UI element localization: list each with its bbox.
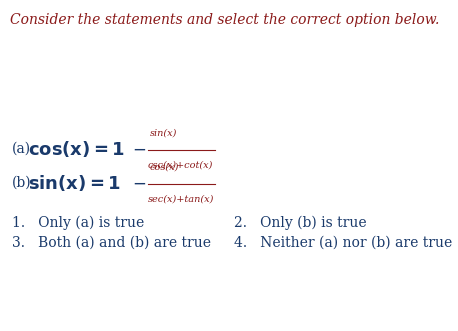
Text: $-$: $-$ — [132, 140, 146, 158]
Text: 2.   Only (b) is true: 2. Only (b) is true — [234, 216, 366, 230]
Text: sin(x): sin(x) — [150, 129, 177, 138]
Text: Consider the statements and select the correct option below.: Consider the statements and select the c… — [10, 13, 439, 27]
Text: sec(x)+tan(x): sec(x)+tan(x) — [148, 195, 214, 204]
Text: $\mathbf{cos(x) = 1}$: $\mathbf{cos(x) = 1}$ — [28, 139, 125, 159]
Text: csc(x)+cot(x): csc(x)+cot(x) — [148, 161, 213, 170]
Text: (b): (b) — [12, 176, 32, 190]
Text: 1.   Only (a) is true: 1. Only (a) is true — [12, 216, 144, 230]
Text: 3.   Both (a) and (b) are true: 3. Both (a) and (b) are true — [12, 236, 211, 250]
Text: 4.   Neither (a) nor (b) are true: 4. Neither (a) nor (b) are true — [234, 236, 452, 250]
Text: $\mathbf{sin(x) = 1}$: $\mathbf{sin(x) = 1}$ — [28, 173, 121, 193]
Text: cos(x): cos(x) — [150, 163, 180, 172]
Text: (a): (a) — [12, 142, 31, 156]
Text: $-$: $-$ — [132, 174, 146, 192]
